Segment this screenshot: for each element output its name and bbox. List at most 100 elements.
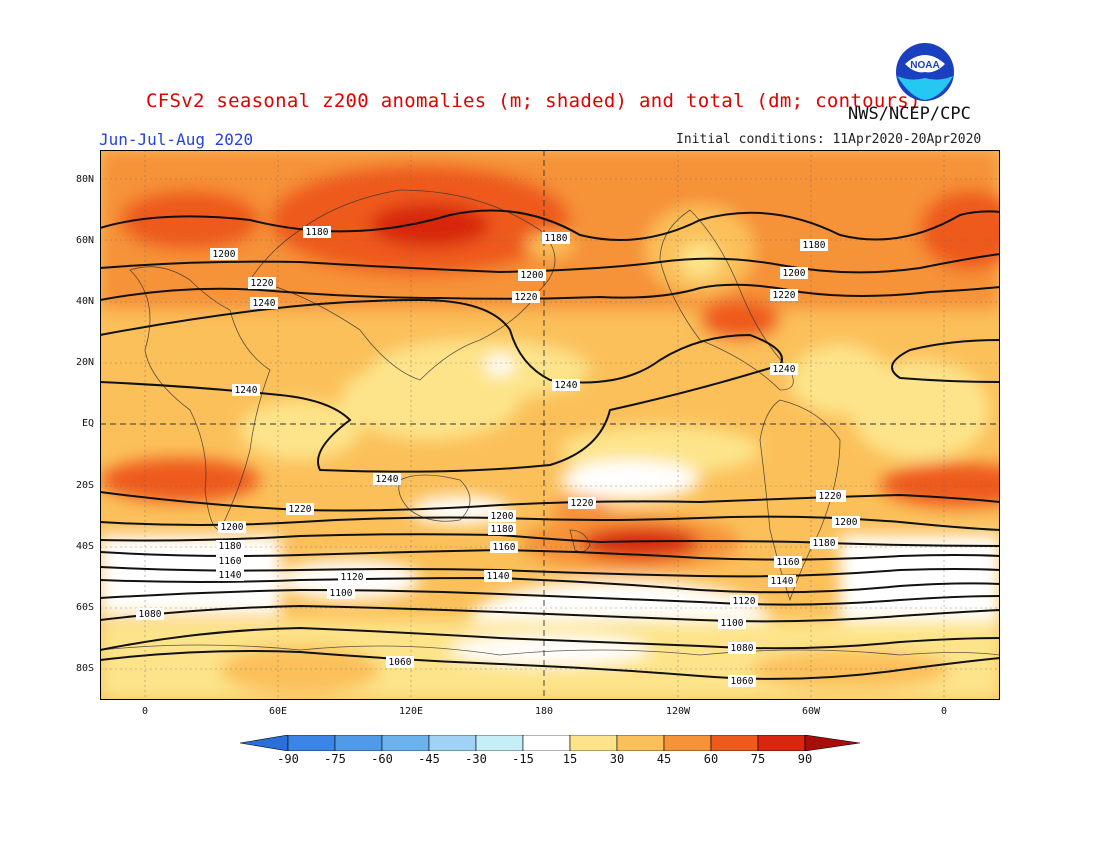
contour-label: 1200 (218, 521, 246, 533)
contour-label: 1080 (136, 608, 164, 620)
lon-label: 120W (665, 706, 691, 717)
svg-text:1240: 1240 (253, 298, 276, 309)
contour-label: 1140 (484, 570, 512, 582)
lat-label: 40S (75, 541, 94, 552)
svg-text:1200: 1200 (221, 522, 244, 533)
colorbar-label: -30 (465, 752, 487, 766)
anomaly-map: 1180 1200 1220 1240 1240 1240 1240 1220 … (100, 150, 1000, 700)
contour-label: 1220 (770, 289, 798, 301)
contour-label: 1180 (810, 537, 838, 549)
colorbar-label: -75 (324, 752, 346, 766)
contour-label: 1180 (303, 226, 331, 238)
lat-label: 80N (75, 174, 94, 185)
contour-label: 1240 (373, 473, 401, 485)
contour-label: 1160 (490, 541, 518, 553)
noaa-logo-icon: NOAA (896, 43, 954, 101)
colorbar-label: 60 (703, 752, 719, 766)
svg-text:1240: 1240 (773, 364, 796, 375)
colorbar-label: 45 (656, 752, 672, 766)
svg-text:1180: 1180 (813, 538, 836, 549)
svg-text:1180: 1180 (219, 541, 242, 552)
svg-text:1240: 1240 (376, 474, 399, 485)
contour-label: 1160 (216, 555, 244, 567)
lon-label: 60E (268, 706, 288, 717)
lat-label: 60S (75, 602, 94, 613)
colorbar-label: 75 (750, 752, 766, 766)
contour-label: 1180 (488, 523, 516, 535)
contour-label: 1220 (568, 497, 596, 509)
svg-text:1120: 1120 (733, 596, 756, 607)
svg-text:1240: 1240 (555, 380, 578, 391)
lat-label: 40N (75, 296, 94, 307)
colorbar-label: 15 (562, 752, 578, 766)
contour-label: 1180 (800, 239, 828, 251)
svg-text:1180: 1180 (803, 240, 826, 251)
lat-label: 20S (75, 480, 94, 491)
lon-label: 120E (398, 706, 424, 717)
svg-text:1200: 1200 (521, 270, 544, 281)
lat-label: 20N (75, 357, 94, 368)
contour-label: 1140 (768, 575, 796, 587)
colorbar (240, 735, 860, 751)
svg-text:1180: 1180 (306, 227, 329, 238)
contour-label: 1100 (327, 587, 355, 599)
season-label: Jun-Jul-Aug 2020 (99, 130, 254, 149)
contour-label: 1140 (216, 569, 244, 581)
contour-label: 1120 (338, 571, 366, 583)
contour-label: 1120 (730, 595, 758, 607)
svg-text:1180: 1180 (491, 524, 514, 535)
svg-text:1160: 1160 (219, 556, 242, 567)
contour-label: 1240 (770, 363, 798, 375)
svg-text:1120: 1120 (341, 572, 364, 583)
contour-label: 1200 (488, 510, 516, 522)
lat-label: EQ (81, 418, 94, 429)
contour-label: 1240 (552, 379, 580, 391)
lon-label: 60W (801, 706, 821, 717)
svg-text:1240: 1240 (235, 385, 258, 396)
contour-label: 1240 (250, 297, 278, 309)
contour-label: 1180 (216, 540, 244, 552)
svg-text:1220: 1220 (773, 290, 796, 301)
svg-text:1180: 1180 (545, 233, 568, 244)
colorbar-label: -90 (277, 752, 299, 766)
svg-text:1100: 1100 (721, 618, 744, 629)
svg-text:1060: 1060 (731, 676, 754, 687)
svg-text:1200: 1200 (491, 511, 514, 522)
svg-text:1140: 1140 (487, 571, 510, 582)
svg-text:1100: 1100 (330, 588, 353, 599)
colorbar-label: 90 (797, 752, 813, 766)
colorbar-label: -60 (371, 752, 393, 766)
contour-label: 1080 (728, 642, 756, 654)
svg-text:1200: 1200 (783, 268, 806, 279)
svg-text:1140: 1140 (771, 576, 794, 587)
contour-label: 1220 (286, 503, 314, 515)
contour-label: 1180 (542, 232, 570, 244)
svg-text:1060: 1060 (389, 657, 412, 668)
colorbar-label: -15 (512, 752, 534, 766)
svg-text:1220: 1220 (289, 504, 312, 515)
map-title: CFSv2 seasonal z200 anomalies (m; shaded… (146, 90, 921, 112)
svg-text:1220: 1220 (571, 498, 594, 509)
lat-label: 80S (75, 663, 94, 674)
svg-text:1080: 1080 (731, 643, 754, 654)
contour-label: 1220 (248, 277, 276, 289)
contour-label: 1200 (780, 267, 808, 279)
contour-label: 1060 (386, 656, 414, 668)
initial-conditions-label: Initial conditions: 11Apr2020-20Apr2020 (676, 132, 982, 147)
colorbar-label: 30 (609, 752, 625, 766)
logo-text: NOAA (910, 60, 939, 71)
contour-label: 1160 (774, 556, 802, 568)
svg-text:1220: 1220 (251, 278, 274, 289)
lon-label: 0 (141, 706, 149, 717)
svg-text:1200: 1200 (835, 517, 858, 528)
contour-label: 1220 (816, 490, 844, 502)
contour-label: 1200 (518, 269, 546, 281)
svg-text:1220: 1220 (819, 491, 842, 502)
svg-text:1200: 1200 (213, 249, 236, 260)
lat-label: 60N (75, 235, 94, 246)
svg-text:1220: 1220 (515, 292, 538, 303)
contour-label: 1100 (718, 617, 746, 629)
organization-label: NWS/NCEP/CPC (848, 104, 971, 124)
svg-text:1140: 1140 (219, 570, 242, 581)
svg-text:1080: 1080 (139, 609, 162, 620)
